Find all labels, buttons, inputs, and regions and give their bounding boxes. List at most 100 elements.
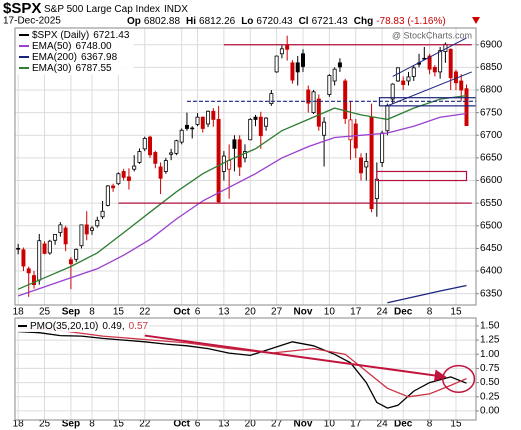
exchange: INDX: [164, 4, 188, 15]
candle-body: [169, 152, 174, 155]
quote: Op 6802.88 Hi 6812.26 Lo 6720.43 Cl 6721.43 Chg -…: [127, 16, 446, 27]
candle-body: [105, 185, 110, 206]
candle-body: [111, 185, 116, 189]
value: 6812.26: [199, 16, 236, 27]
candle-body: [179, 129, 184, 143]
candle-body: [258, 116, 263, 137]
legend-value: 6748.00: [75, 41, 112, 52]
candle-body: [327, 75, 332, 95]
candle-body: [184, 124, 189, 129]
candle-body: [290, 62, 295, 81]
candle-body: [432, 66, 437, 73]
candle-body: [100, 210, 105, 218]
y-tick-label: 6500: [480, 220, 503, 231]
legend-name: EMA(50): [32, 41, 71, 52]
legend-name: EMA(200): [32, 52, 77, 63]
channel-line: [387, 71, 472, 107]
candle-body: [306, 89, 311, 104]
candle-body: [216, 119, 221, 203]
x-tick-label: 17: [350, 307, 362, 318]
candle-body: [126, 176, 131, 181]
change-value: -78.83 (-1.16%): [376, 16, 445, 27]
legend-entry: EMA(50) 6748.00: [32, 41, 112, 52]
candle-body: [47, 240, 52, 254]
candle-body: [84, 224, 89, 235]
panel: 18 25 Sep 8 15 22 Oct 6 13 20 27 Nov 10 17 24 Dec 8 15 635…: [13, 27, 503, 318]
candle-body: [311, 91, 316, 114]
candle-body: [374, 178, 379, 200]
y-tick-label: 6350: [480, 288, 503, 299]
x-tick-label: 20: [245, 419, 257, 430]
name: S&P 500 Large Cap Index: [44, 4, 160, 15]
x-tick-label: 18: [13, 419, 25, 430]
candle-body: [211, 110, 216, 120]
candle-body: [248, 119, 253, 141]
candle-body: [295, 62, 300, 73]
indicator-line: [17, 94, 467, 290]
watermark: @ StockCharts.com: [392, 30, 472, 40]
x-tick-label: 27: [271, 307, 283, 318]
candle-body: [158, 166, 163, 179]
down-triangle: [472, 17, 480, 24]
legend-value: 0.49,: [102, 321, 124, 332]
x-tick-label: 17: [350, 419, 362, 430]
candle-body: [79, 224, 84, 247]
x-tick-label: 8: [89, 307, 95, 318]
y-tick-label: 1.00: [480, 349, 500, 360]
x-tick-label: 15: [113, 307, 125, 318]
y-tick-label: 6750: [480, 107, 503, 118]
x-tick-label: 24: [377, 307, 389, 318]
candle-body: [343, 80, 348, 119]
candle-body: [301, 53, 305, 67]
candle-body: [411, 67, 416, 77]
plot-content: [16, 35, 476, 304]
x-tick-label: Nov: [294, 307, 313, 318]
label: Hi: [186, 16, 196, 27]
x-tick-label: 13: [218, 307, 230, 318]
value: 6720.43: [256, 16, 293, 27]
y-tick-label: 6800: [480, 85, 503, 96]
legend-entry: EMA(30) 6787.55: [32, 63, 112, 74]
x-tick-label: 8: [427, 307, 433, 318]
y-tick-label: 0.25: [480, 391, 500, 402]
x-tick-label: Oct: [173, 419, 190, 430]
x-tick-label: Nov: [294, 419, 313, 430]
candle-body: [163, 160, 168, 172]
candle-body: [459, 80, 464, 91]
x-tick-label: Dec: [394, 307, 413, 318]
candle-body: [401, 80, 406, 85]
panel: 18 25 Sep 8 15 22 Oct 6 13 20 27 Nov 10 17 24 Dec 8 15 0.0…: [13, 317, 500, 430]
x-tick-label: 13: [218, 419, 230, 430]
candle-body: [380, 132, 385, 163]
legend-entry: EMA(200) 6367.98: [32, 52, 118, 63]
legend-name: EMA(30): [32, 63, 71, 74]
candle-body: [285, 44, 290, 50]
legend-box: [16, 29, 134, 75]
candle-body: [142, 138, 147, 150]
legend-value: 6721.43: [93, 30, 130, 41]
x-tick-label: 27: [271, 419, 283, 430]
y-tick-label: 6550: [480, 198, 503, 209]
candle-body: [369, 116, 374, 209]
channel-line: [392, 37, 467, 77]
y-tick-label: 1.50: [480, 321, 500, 332]
indicator-name: PMO(35,20,10): [30, 321, 98, 332]
indicator-line: [18, 326, 467, 398]
y-tick-label: 0.00: [480, 406, 500, 417]
candle-body: [132, 165, 137, 170]
candle-body: [227, 160, 232, 170]
x-tick-label: Dec: [394, 419, 413, 430]
candle-body: [21, 249, 26, 267]
candle-body: [232, 139, 237, 149]
candle-body: [269, 93, 274, 104]
indicator-line: [17, 112, 467, 297]
y-tick-label: 6900: [480, 39, 503, 50]
x-tick-label: 15: [113, 419, 125, 430]
candle-body: [200, 116, 205, 129]
x-tick-label: Oct: [173, 307, 190, 318]
legend-value: 6787.55: [75, 63, 112, 74]
x-tick-label: 8: [427, 419, 433, 430]
y-tick-label: 6400: [480, 266, 503, 277]
plot-content: [18, 326, 476, 409]
label: Chg: [354, 16, 373, 27]
